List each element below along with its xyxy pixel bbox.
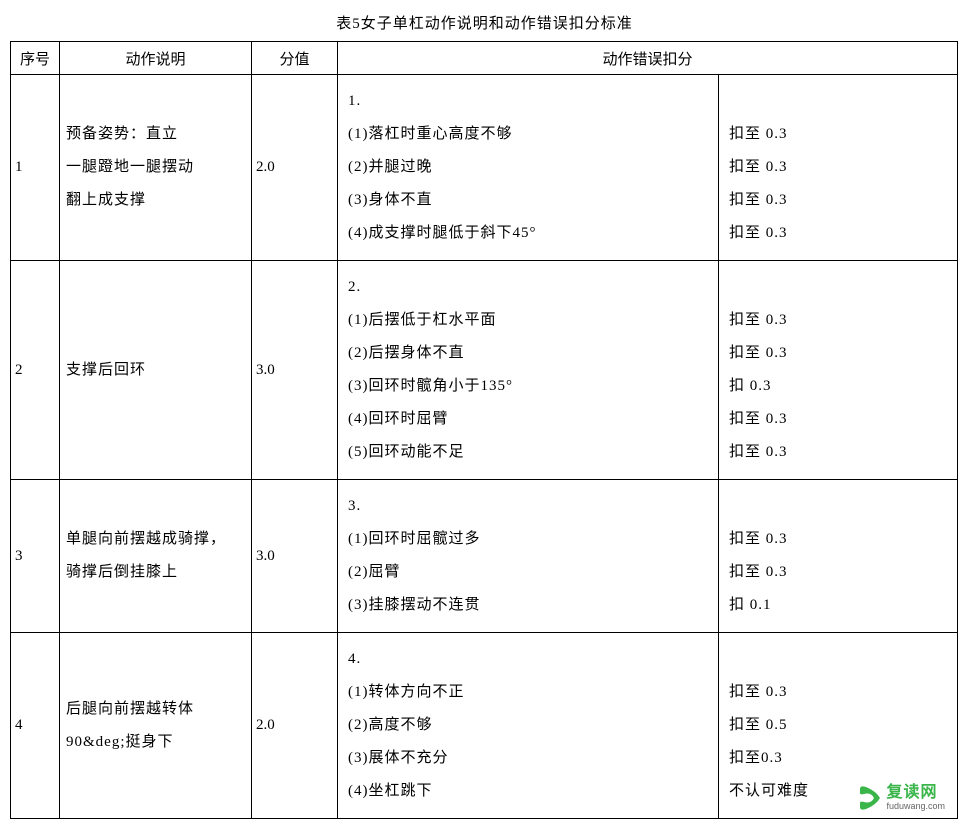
- row-index: 1: [11, 75, 60, 261]
- deduction-item: 扣至 0.3: [729, 676, 951, 709]
- deduction-item: 扣至 0.3: [729, 523, 951, 556]
- logo-text-cn: 复读网: [886, 785, 945, 801]
- row-score: 3.0: [252, 480, 338, 633]
- row-description: 后腿向前摆越转体90&deg;挺身下: [60, 633, 252, 819]
- error-item: (2)屈臂: [348, 556, 712, 589]
- deduction-item: 扣至 0.3: [729, 118, 951, 151]
- error-group-number: 2.: [348, 271, 712, 304]
- deduction-spacer: [729, 271, 951, 304]
- deduction-item: 扣至 0.3: [729, 217, 951, 250]
- header-row: 序号 动作说明 分值 动作错误扣分: [11, 42, 958, 75]
- row-description: 预备姿势：直立一腿蹬地一腿摆动翻上成支撑: [60, 75, 252, 261]
- row-errors: 3.(1)回环时屈髋过多(2)屈臂(3)挂膝摆动不连贯: [338, 480, 719, 633]
- deduction-item: 扣至 0.3: [729, 184, 951, 217]
- deduction-item: 扣至 0.3: [729, 403, 951, 436]
- row-score: 3.0: [252, 261, 338, 480]
- error-item: (1)回环时屈髋过多: [348, 523, 712, 556]
- row-deductions: 扣至 0.3扣至 0.3扣 0.3扣至 0.3扣至 0.3: [719, 261, 958, 480]
- deduction-item: 扣至 0.5: [729, 709, 951, 742]
- row-score: 2.0: [252, 633, 338, 819]
- header-err: 动作错误扣分: [338, 42, 958, 75]
- description-line: 预备姿势：直立: [66, 118, 245, 151]
- row-score: 2.0: [252, 75, 338, 261]
- deduction-item: 扣至 0.3: [729, 556, 951, 589]
- error-item: (4)坐杠跳下: [348, 775, 712, 808]
- deduction-item: 扣至 0.3: [729, 304, 951, 337]
- row-errors: 2.(1)后摆低于杠水平面(2)后摆身体不直(3)回环时髋角小于135°(4)回…: [338, 261, 719, 480]
- row-index: 4: [11, 633, 60, 819]
- site-logo: 复读网 fuduwang.com: [856, 785, 945, 811]
- table-row: 4后腿向前摆越转体90&deg;挺身下2.04.(1)转体方向不正(2)高度不够…: [11, 633, 958, 819]
- description-line: 后腿向前摆越转体: [66, 693, 245, 726]
- error-item: (1)转体方向不正: [348, 676, 712, 709]
- row-deductions: 扣至 0.3扣至 0.3扣 0.1: [719, 480, 958, 633]
- description-line: 90&deg;挺身下: [66, 726, 245, 759]
- row-errors: 4.(1)转体方向不正(2)高度不够(3)展体不充分(4)坐杠跳下: [338, 633, 719, 819]
- error-item: (3)回环时髋角小于135°: [348, 370, 712, 403]
- row-description: 支撑后回环: [60, 261, 252, 480]
- deduction-item: 扣至 0.3: [729, 151, 951, 184]
- deduction-item: 扣至0.3: [729, 742, 951, 775]
- header-idx: 序号: [11, 42, 60, 75]
- table-row: 2支撑后回环3.02.(1)后摆低于杠水平面(2)后摆身体不直(3)回环时髋角小…: [11, 261, 958, 480]
- description-line: 一腿蹬地一腿摆动: [66, 151, 245, 184]
- deduction-item: 扣至 0.3: [729, 436, 951, 469]
- table-row: 3单腿向前摆越成骑撑，骑撑后倒挂膝上3.03.(1)回环时屈髋过多(2)屈臂(3…: [11, 480, 958, 633]
- error-group-number: 4.: [348, 643, 712, 676]
- error-item: (3)挂膝摆动不连贯: [348, 589, 712, 622]
- logo-text-en: fuduwang.com: [886, 802, 945, 811]
- header-score: 分值: [252, 42, 338, 75]
- deduction-spacer: [729, 85, 951, 118]
- error-item: (1)后摆低于杠水平面: [348, 304, 712, 337]
- row-index: 3: [11, 480, 60, 633]
- error-item: (2)后摆身体不直: [348, 337, 712, 370]
- description-line: 单腿向前摆越成骑撑，: [66, 523, 245, 556]
- row-errors: 1.(1)落杠时重心高度不够(2)并腿过晚(3)身体不直(4)成支撑时腿低于斜下…: [338, 75, 719, 261]
- standards-table: 序号 动作说明 分值 动作错误扣分 1预备姿势：直立一腿蹬地一腿摆动翻上成支撑2…: [10, 41, 958, 819]
- table-row: 1预备姿势：直立一腿蹬地一腿摆动翻上成支撑2.01.(1)落杠时重心高度不够(2…: [11, 75, 958, 261]
- deduction-item: 扣 0.1: [729, 589, 951, 622]
- error-item: (1)落杠时重心高度不够: [348, 118, 712, 151]
- deduction-item: 扣 0.3: [729, 370, 951, 403]
- error-group-number: 1.: [348, 85, 712, 118]
- table-title: 表5女子单杠动作说明和动作错误扣分标准: [10, 12, 959, 33]
- row-index: 2: [11, 261, 60, 480]
- deduction-spacer: [729, 643, 951, 676]
- error-item: (5)回环动能不足: [348, 436, 712, 469]
- error-item: (2)并腿过晚: [348, 151, 712, 184]
- deduction-item: 扣至 0.3: [729, 337, 951, 370]
- row-deductions: 扣至 0.3扣至 0.3扣至 0.3扣至 0.3: [719, 75, 958, 261]
- error-item: (4)成支撑时腿低于斜下45°: [348, 217, 712, 250]
- logo-icon: [856, 785, 884, 811]
- error-item: (3)身体不直: [348, 184, 712, 217]
- error-item: (3)展体不充分: [348, 742, 712, 775]
- error-group-number: 3.: [348, 490, 712, 523]
- description-line: 支撑后回环: [66, 354, 245, 387]
- header-desc: 动作说明: [60, 42, 252, 75]
- description-line: 翻上成支撑: [66, 184, 245, 217]
- error-item: (4)回环时屈臂: [348, 403, 712, 436]
- row-description: 单腿向前摆越成骑撑，骑撑后倒挂膝上: [60, 480, 252, 633]
- error-item: (2)高度不够: [348, 709, 712, 742]
- deduction-spacer: [729, 490, 951, 523]
- description-line: 骑撑后倒挂膝上: [66, 556, 245, 589]
